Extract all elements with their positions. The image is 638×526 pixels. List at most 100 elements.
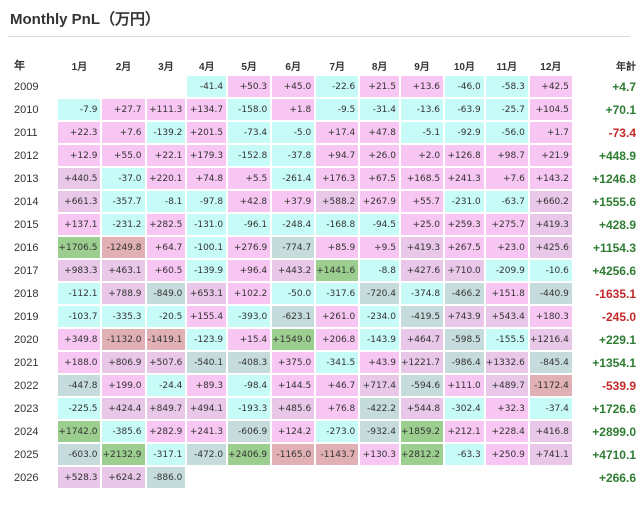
pnl-cell: +176.3	[316, 168, 359, 189]
pnl-cell: +743.9	[445, 306, 484, 327]
table-row: 2009 -41.4 +50.3 +45.0 -22.6 +21.5 +13.6 -46.0-…	[12, 76, 636, 97]
pnl-cell: +419.3	[529, 214, 572, 235]
pnl-cell: +443.2	[272, 260, 315, 281]
pnl-cell: +67.5	[360, 168, 399, 189]
row-year: 2020	[14, 333, 39, 346]
pnl-cell: +199.0	[102, 375, 145, 396]
pnl-cell: -112.1	[58, 283, 101, 304]
pnl-cell: -5.0	[272, 122, 315, 143]
pnl-cell	[228, 467, 270, 488]
row-year: 2023	[14, 402, 39, 415]
table-row: 2017 +983.3 +463.1 +60.5 -139.9 +96.4 +443.2 +1…	[12, 260, 636, 281]
pnl-cell: -41.4	[187, 76, 227, 97]
row-year: 2012	[14, 149, 39, 162]
pnl-cell: +494.1	[187, 398, 227, 419]
row-year: 2013	[14, 172, 39, 185]
pnl-cell: +507.6	[146, 352, 186, 373]
header-month-9: 9月	[414, 61, 430, 73]
row-year: 2011	[14, 126, 38, 139]
pnl-cell: +849.7	[146, 398, 186, 419]
table-row: 2014 +661.3 -357.7 -8.1 -97.8 +42.8 +37.9 +588.…	[12, 191, 636, 212]
pnl-cell: +74.8	[187, 168, 227, 189]
pnl-cell: +102.2	[228, 283, 271, 304]
row-year: 2014	[14, 195, 39, 208]
row-year: 2015	[14, 218, 39, 231]
pnl-cell: +89.3	[187, 375, 227, 396]
header-row: 年 1月 2月 3月 4月 5月 6月 7月 8月 9月 10月 11月 12月…	[12, 56, 636, 74]
page-title: Monthly PnL（万円）	[10, 11, 160, 28]
pnl-cell: -103.7	[58, 306, 101, 327]
pnl-cell: +55.0	[102, 145, 145, 166]
row-total: +2899.0	[592, 424, 636, 439]
table-body: 2009 -41.4 +50.3 +45.0 -22.6 +21.5 +13.6 -46.0-…	[12, 76, 636, 488]
pnl-cell: +60.5	[146, 260, 186, 281]
pnl-cell: -886.0	[146, 467, 186, 488]
pnl-cell: -155.5	[485, 329, 528, 350]
pnl-cell: -1172.4	[529, 375, 572, 396]
header-month-6: 6月	[285, 61, 301, 73]
pnl-cell: -8.8	[360, 260, 399, 281]
pnl-cell: +111.0	[445, 375, 484, 396]
pnl-cell: +485.6	[272, 398, 315, 419]
table-row: 2023 -225.5 +424.4 +849.7 +494.1 -193.3 +485.6…	[12, 398, 636, 419]
pnl-cell: -540.1	[187, 352, 227, 373]
row-total: +428.9	[598, 217, 636, 232]
pnl-cell: -393.0	[228, 306, 271, 327]
pnl-cell: -341.5	[316, 352, 359, 373]
header-month-5: 5月	[241, 61, 257, 73]
pnl-cell: -422.2	[360, 398, 399, 419]
pnl-cell: +50.3	[228, 76, 271, 97]
row-total: +4256.6	[592, 263, 636, 278]
pnl-cell: -139.2	[146, 122, 186, 143]
row-year: 2019	[14, 310, 39, 323]
pnl-cell: +134.7	[187, 99, 227, 120]
header-month-8: 8月	[371, 61, 388, 73]
pnl-cell: +2.0	[401, 145, 444, 166]
pnl-cell: +9.5	[360, 237, 399, 258]
pnl-cell: -845.4	[529, 352, 572, 373]
table-row: 2013 +440.5 -37.0 +220.1 +74.8 +5.5 -261.4 +176…	[12, 168, 636, 189]
pnl-cell	[102, 76, 144, 97]
pnl-cell: -97.8	[187, 191, 227, 212]
pnl-cell: -1165.0	[272, 444, 315, 465]
pnl-cell: -774.7	[272, 237, 315, 258]
pnl-cell: -56.0	[485, 122, 528, 143]
pnl-cell: +375.0	[272, 352, 315, 373]
pnl-cell: +201.5	[187, 122, 227, 143]
pnl-cell: +104.5	[529, 99, 572, 120]
pnl-cell: +180.3	[529, 306, 572, 327]
pnl-cell: -63.7	[485, 191, 528, 212]
pnl-cell: +267.5	[445, 237, 484, 258]
table-row: 2011 +22.3 +7.6 -139.2 +201.5 -73.4 -5.0 +17.4 +…	[12, 122, 636, 143]
pnl-cell: -231.2	[102, 214, 145, 235]
pnl-cell: -31.4	[360, 99, 399, 120]
row-total: +266.6	[598, 470, 636, 485]
pnl-cell: -603.0	[58, 444, 101, 465]
pnl-cell: +1.8	[272, 99, 315, 120]
pnl-cell: -317.1	[146, 444, 186, 465]
pnl-cell: +1221.7	[401, 352, 444, 373]
pnl-cell: +168.5	[401, 168, 444, 189]
header-year: 年	[14, 60, 25, 72]
row-year: 2025	[14, 448, 39, 461]
pnl-cell: -92.9	[445, 122, 484, 143]
pnl-cell: -98.4	[228, 375, 271, 396]
row-total: +4710.1	[592, 447, 636, 462]
pnl-cell: +17.4	[316, 122, 359, 143]
row-year: 2022	[14, 379, 39, 392]
row-year: 2021	[14, 356, 39, 369]
pnl-cell: +267.9	[360, 191, 399, 212]
pnl-cell: +21.9	[529, 145, 572, 166]
row-total: +448.9	[598, 148, 636, 163]
pnl-cell: -22.6	[316, 76, 359, 97]
pnl-cell: +155.4	[187, 306, 227, 327]
pnl-cell: +15.4	[228, 329, 271, 350]
pnl-cell	[360, 467, 399, 488]
pnl-cell: +7.6	[485, 168, 528, 189]
pnl-cell: +76.8	[316, 398, 359, 419]
row-total: +1154.3	[592, 240, 636, 255]
pnl-cell: +179.3	[187, 145, 227, 166]
pnl-cell: -932.4	[360, 421, 399, 442]
pnl-cell: +1332.6	[485, 352, 528, 373]
pnl-cell: +130.3	[360, 444, 399, 465]
